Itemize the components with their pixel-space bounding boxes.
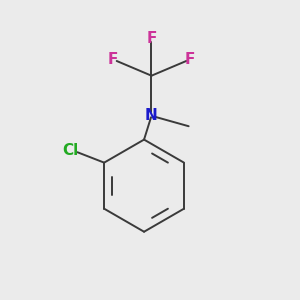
- Text: Cl: Cl: [62, 143, 78, 158]
- Text: F: F: [108, 52, 118, 67]
- Text: F: F: [185, 52, 195, 67]
- Text: N: N: [145, 108, 158, 123]
- Text: F: F: [146, 31, 157, 46]
